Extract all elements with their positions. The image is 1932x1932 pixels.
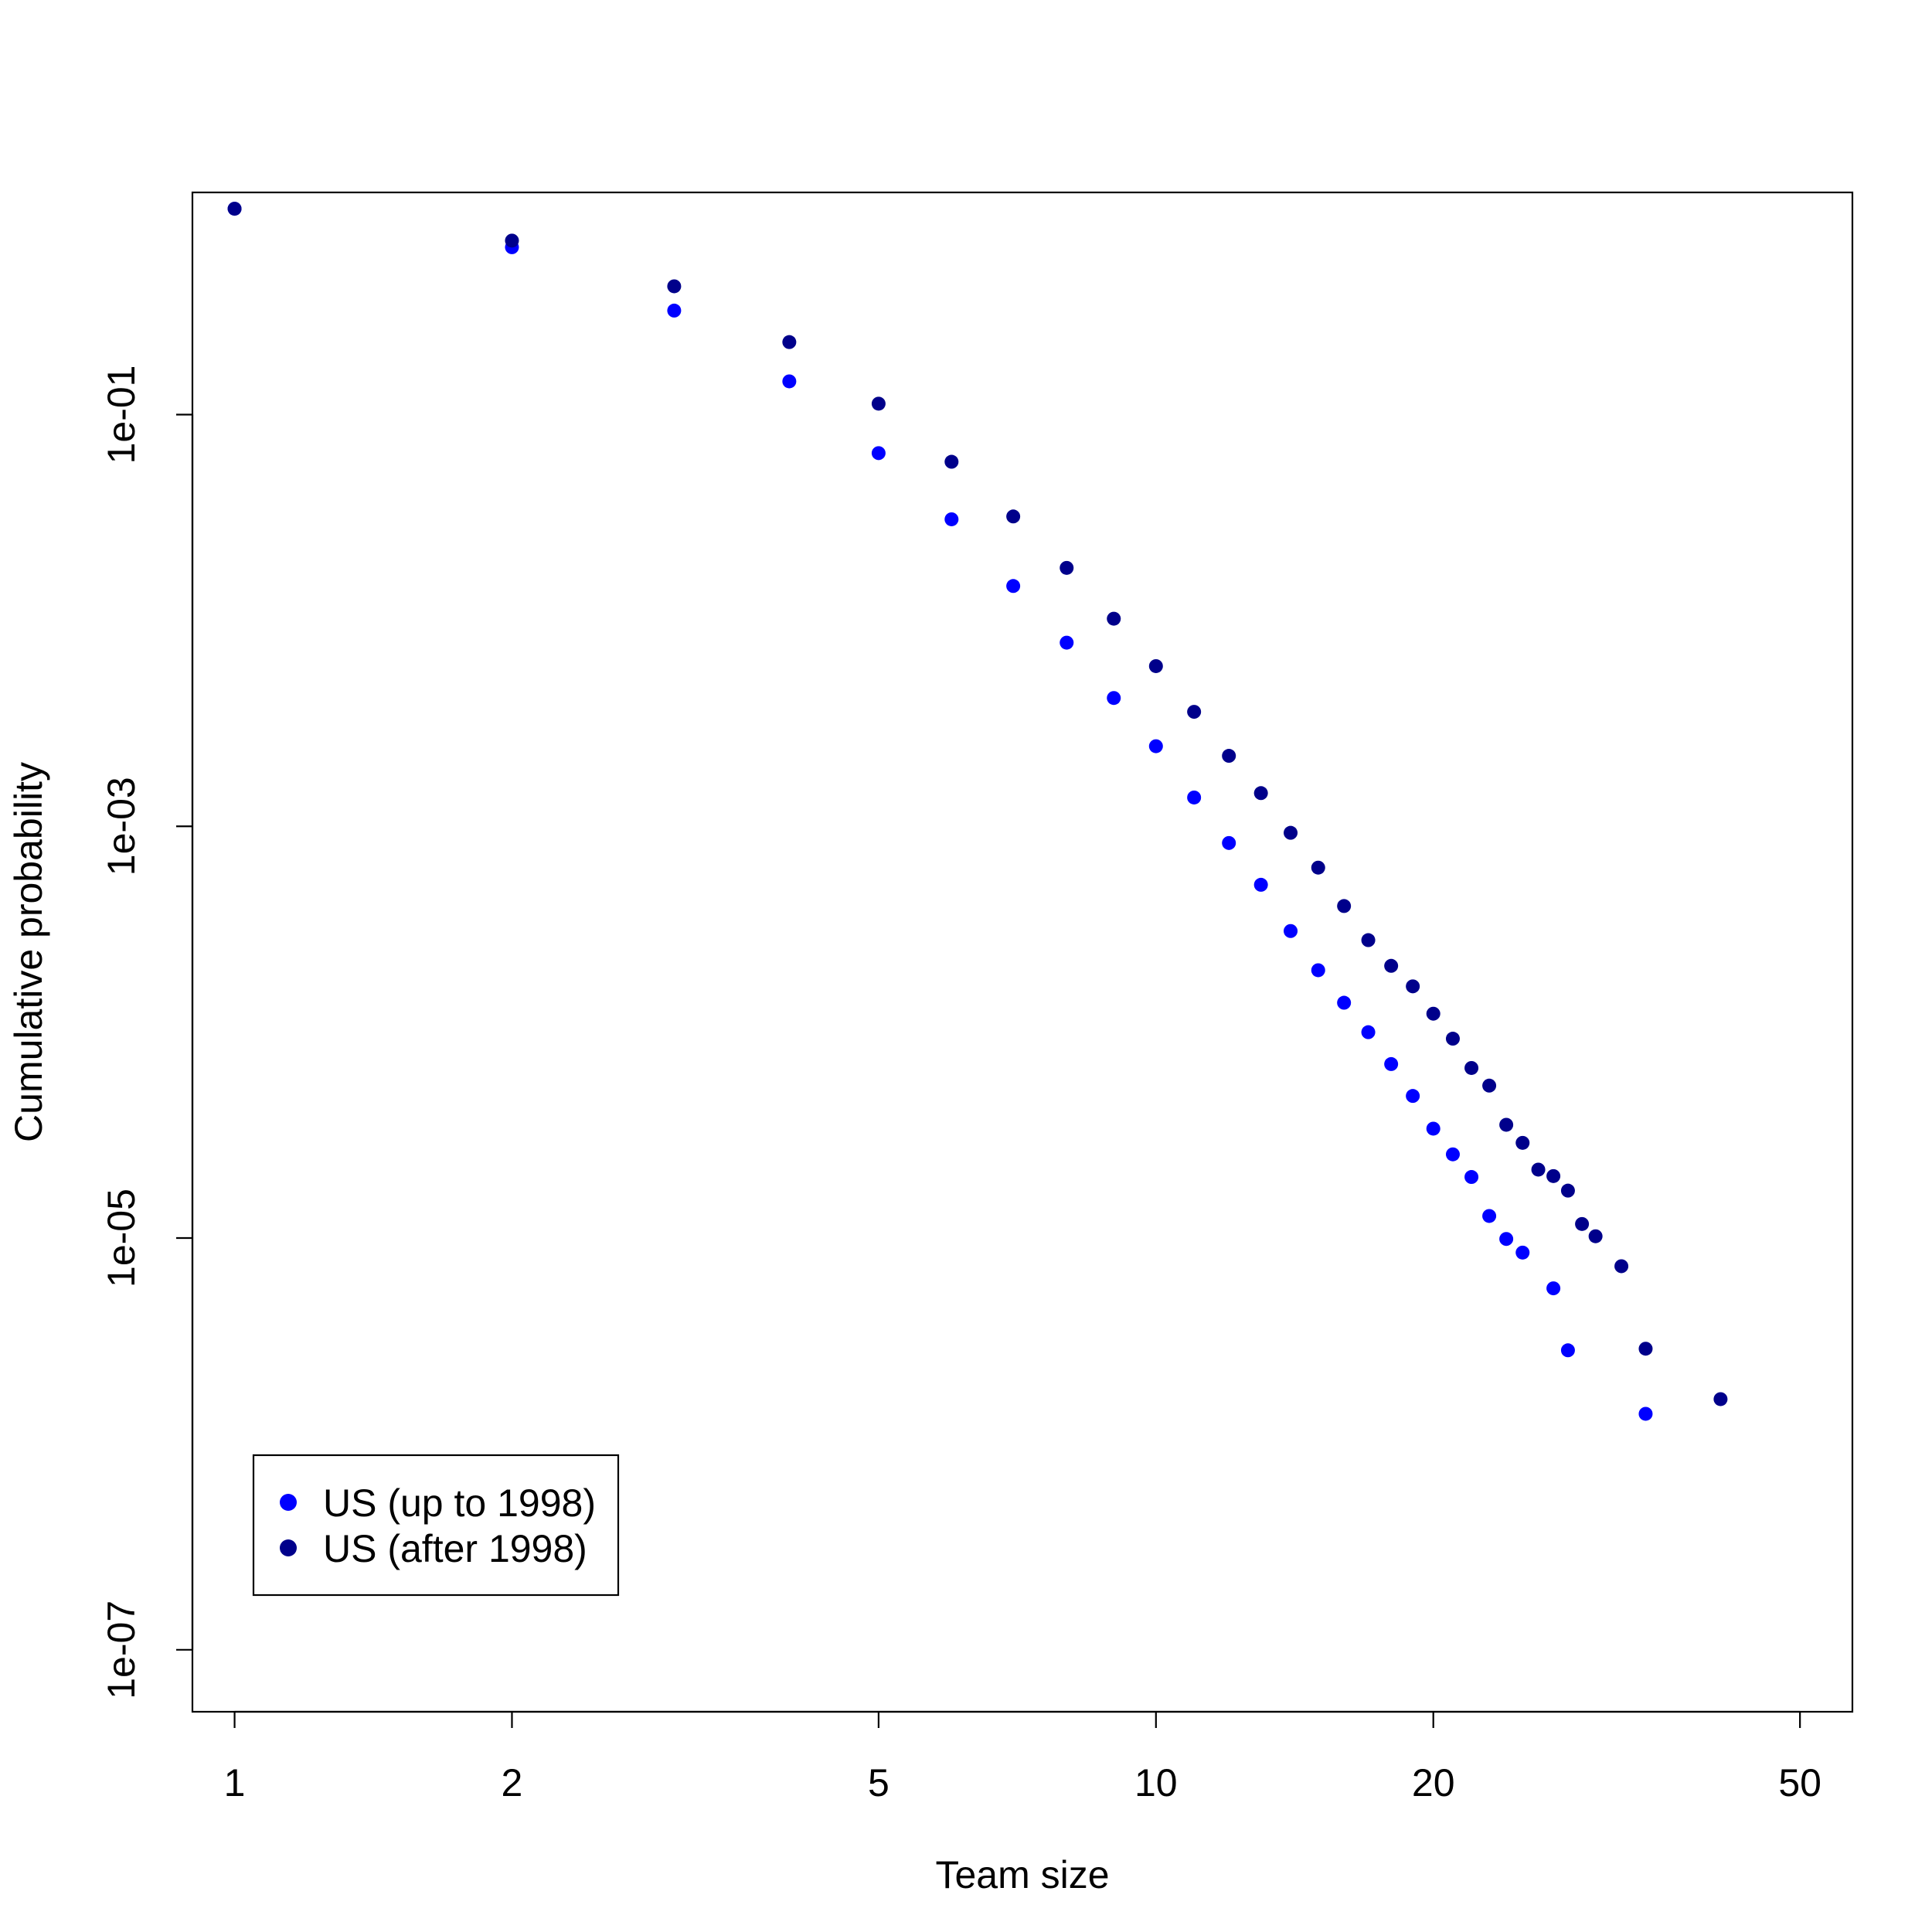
data-point	[1253, 786, 1268, 801]
data-point	[1222, 749, 1236, 764]
x-tick-label: 50	[1778, 1761, 1821, 1804]
data-points	[227, 202, 1728, 1421]
data-point	[1384, 1056, 1399, 1071]
data-point	[1253, 877, 1268, 892]
x-axis-title: Team size	[935, 1853, 1109, 1896]
data-point	[1464, 1170, 1479, 1185]
legend-label-after-1998: US (after 1998)	[323, 1527, 587, 1570]
data-point	[1187, 705, 1202, 719]
data-point	[1311, 860, 1325, 875]
data-point	[1361, 933, 1376, 947]
legend-marker-after-1998	[280, 1539, 297, 1556]
data-point	[1284, 923, 1298, 938]
y-tick-label: 1e-07	[100, 1600, 143, 1699]
legend-label-up-to-1998: US (up to 1998)	[323, 1481, 596, 1525]
data-point	[1361, 1025, 1376, 1039]
data-point	[1499, 1117, 1514, 1132]
data-point	[1406, 979, 1420, 994]
x-tick-label: 10	[1134, 1761, 1178, 1804]
x-tick-label: 5	[868, 1761, 889, 1804]
data-point	[1445, 1147, 1460, 1162]
data-point	[1148, 658, 1163, 673]
y-tick-label: 1e-01	[100, 366, 143, 464]
y-axis: 1e-01 1e-03 1e-05 1e-07	[100, 366, 194, 1699]
data-point	[1546, 1281, 1561, 1296]
data-point	[1499, 1232, 1514, 1247]
data-point	[505, 233, 519, 248]
data-point	[1638, 1406, 1653, 1421]
data-point	[1060, 560, 1074, 575]
data-point	[1107, 691, 1121, 706]
data-point	[1187, 790, 1202, 804]
legend-box	[252, 1454, 620, 1597]
y-tick-label: 1e-03	[100, 777, 143, 876]
data-point	[782, 335, 797, 349]
x-axis: 1 2 5 10 20 50	[224, 1710, 1821, 1804]
data-point	[227, 202, 242, 216]
series-up-to-1998	[227, 202, 1653, 1421]
data-point	[871, 446, 886, 461]
data-point	[1546, 1168, 1561, 1183]
data-point	[1426, 1121, 1440, 1136]
data-point	[1337, 899, 1352, 913]
y-tick-label: 1e-05	[100, 1189, 143, 1287]
data-point	[782, 374, 797, 389]
data-point	[1638, 1342, 1653, 1356]
x-tick-label: 2	[502, 1761, 523, 1804]
data-point	[1060, 635, 1074, 650]
data-point	[667, 303, 682, 318]
data-point	[1384, 958, 1399, 973]
data-point	[1515, 1135, 1530, 1150]
data-point	[1006, 509, 1021, 524]
data-point	[1575, 1216, 1590, 1231]
legend-marker-up-to-1998	[280, 1494, 297, 1511]
data-point	[1560, 1183, 1575, 1198]
data-point	[1464, 1060, 1479, 1075]
data-point	[1107, 611, 1121, 626]
data-point	[1337, 995, 1352, 1010]
data-point	[1560, 1343, 1575, 1358]
legend: US (up to 1998) US (after 1998)	[252, 1454, 620, 1597]
data-point	[1148, 739, 1163, 753]
series-after-1998	[227, 202, 1728, 1406]
data-point	[944, 512, 959, 526]
data-point	[1284, 825, 1298, 840]
data-point	[1406, 1089, 1420, 1104]
data-point	[1588, 1229, 1603, 1243]
data-point	[1713, 1392, 1728, 1406]
data-point	[667, 279, 682, 294]
data-point	[1222, 835, 1236, 850]
data-point	[1515, 1245, 1530, 1260]
data-point	[1482, 1078, 1497, 1093]
data-point	[871, 396, 886, 411]
y-axis-title: Cumulative probability	[7, 762, 50, 1142]
x-tick-label: 1	[224, 1761, 246, 1804]
data-point	[1426, 1006, 1440, 1021]
data-point	[1531, 1162, 1546, 1177]
x-tick-label: 20	[1412, 1761, 1455, 1804]
data-point	[1482, 1209, 1497, 1223]
data-point	[1614, 1259, 1629, 1274]
data-point	[1445, 1032, 1460, 1046]
data-point	[1006, 579, 1021, 594]
data-point	[1311, 963, 1325, 978]
data-point	[944, 454, 959, 469]
